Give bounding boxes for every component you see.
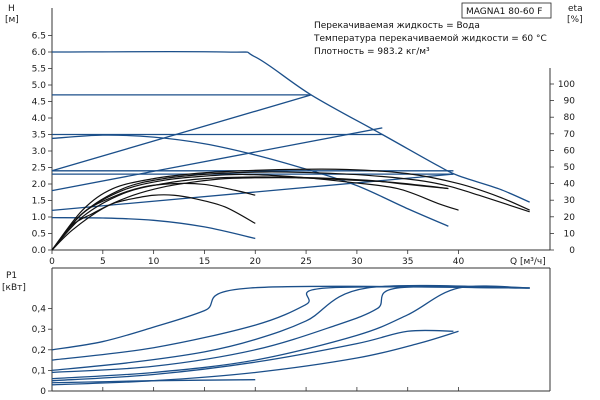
efficiency-curve-16: [51, 194, 256, 251]
head-x-tick-label: 5: [100, 257, 106, 267]
info-line-1: Перекачиваемая жидкость = Вода: [314, 21, 480, 31]
power-axis-title-line2: [кВт]: [2, 283, 26, 293]
head-panel-series: [51, 50, 530, 251]
head-y-tick-label: 3.0: [32, 147, 47, 157]
head-axis-title-line1: H: [8, 4, 15, 14]
eta-tick-label: 10: [564, 229, 576, 239]
model-label-box: [461, 2, 552, 19]
eta-tick-label: 100: [558, 80, 575, 90]
head-y-tick-label: 3.5: [32, 131, 46, 141]
head-y-tick-label: 2.0: [32, 180, 47, 190]
head-y-tick-label: 5.0: [32, 81, 47, 91]
eta-tick-label: 30: [564, 196, 576, 206]
head-x-tick-label: 30: [351, 257, 363, 267]
head-x-tick-label: 15: [199, 257, 210, 267]
power-y-tick-label: 0: [40, 387, 46, 397]
eta-tick-label: 0: [569, 246, 575, 256]
head-x-tick-label: 40: [453, 257, 465, 267]
eta-tick-label: 80: [564, 113, 576, 123]
power-curve-1: [51, 286, 530, 361]
head-y-tick-label: 5.5: [32, 65, 46, 75]
head-x-tick-label: 10: [148, 257, 160, 267]
head-y-tick-label: 0.5: [32, 230, 46, 240]
info-line-3: Плотность = 983.2 кг/м³: [314, 47, 430, 57]
power-y-tick-label: 0,4: [32, 305, 47, 315]
power-panel-series: [51, 284, 530, 386]
head-curve-0: [51, 50, 530, 203]
head-curve-6: [51, 217, 256, 240]
power-curve-3: [51, 285, 530, 374]
system-curve-8: [51, 127, 383, 192]
head-y-tick-label: 6.0: [32, 48, 47, 58]
head-y-tick-label: 4.0: [32, 114, 47, 124]
head-y-tick-label: 4.5: [32, 98, 46, 108]
power-curve-5: [51, 329, 454, 382]
power-panel-axes: 0 0,1 0,2 0,3 0,4: [32, 267, 551, 397]
efficiency-curve-13: [51, 173, 459, 251]
head-y-tick-label: 1.5: [32, 197, 46, 207]
model-label: MAGNA1 80-60 F: [466, 7, 542, 17]
power-curve-6: [51, 330, 459, 386]
eta-axis-title-line1: eta: [568, 4, 583, 14]
system-curve-9: [51, 173, 454, 212]
eta-axis-title-line2: [%]: [567, 15, 583, 25]
power-curve-7: [51, 379, 256, 384]
eta-tick-label: 40: [564, 180, 576, 190]
efficiency-curve-10: [51, 177, 449, 251]
efficiency-curve-14: [51, 182, 256, 251]
power-y-tick-label: 0,2: [32, 346, 46, 356]
power-axis-title-line1: P1: [6, 271, 17, 281]
head-y-tick-label: 2.5: [32, 164, 46, 174]
eta-tick-label: 90: [564, 97, 576, 107]
info-line-2: Температура перекачиваемой жидкости = 60…: [313, 34, 547, 44]
head-y-tick-label: 6.5: [32, 32, 46, 42]
eta-tick-label: 60: [564, 146, 576, 156]
efficiency-curve-12: [51, 171, 530, 251]
power-y-tick-label: 0,1: [32, 366, 46, 376]
power-y-tick-label: 0,3: [32, 325, 46, 335]
system-curve-7: [51, 94, 312, 172]
eta-tick-label: 50: [564, 163, 576, 173]
head-x-tick-label: 20: [250, 257, 262, 267]
power-curve-4: [51, 285, 530, 380]
head-x-tick-label: 0: [49, 257, 55, 267]
head-x-tick-label: 25: [300, 257, 311, 267]
head-axis-title-line2: [м]: [5, 15, 19, 25]
eta-tick-label: 70: [564, 130, 576, 140]
head-x-tick-label: 35: [402, 257, 413, 267]
eta-tick-label: 20: [564, 213, 576, 223]
power-curve-2: [51, 284, 530, 372]
head-y-tick-label: 1.0: [32, 213, 47, 223]
flow-axis-title: Q [м³/ч]: [510, 257, 546, 267]
head-y-tick-label: 0.0: [32, 246, 47, 256]
efficiency-curve-11: [51, 176, 449, 251]
efficiency-curve-15: [51, 168, 530, 251]
head-panel-axes: 0.0 0.5 1.0 1.5 2.0 2.5 3.0 3.5 4.0 4.5 5.0 5.5 6.0 6…: [32, 8, 576, 267]
head-curve-3: [51, 134, 449, 227]
